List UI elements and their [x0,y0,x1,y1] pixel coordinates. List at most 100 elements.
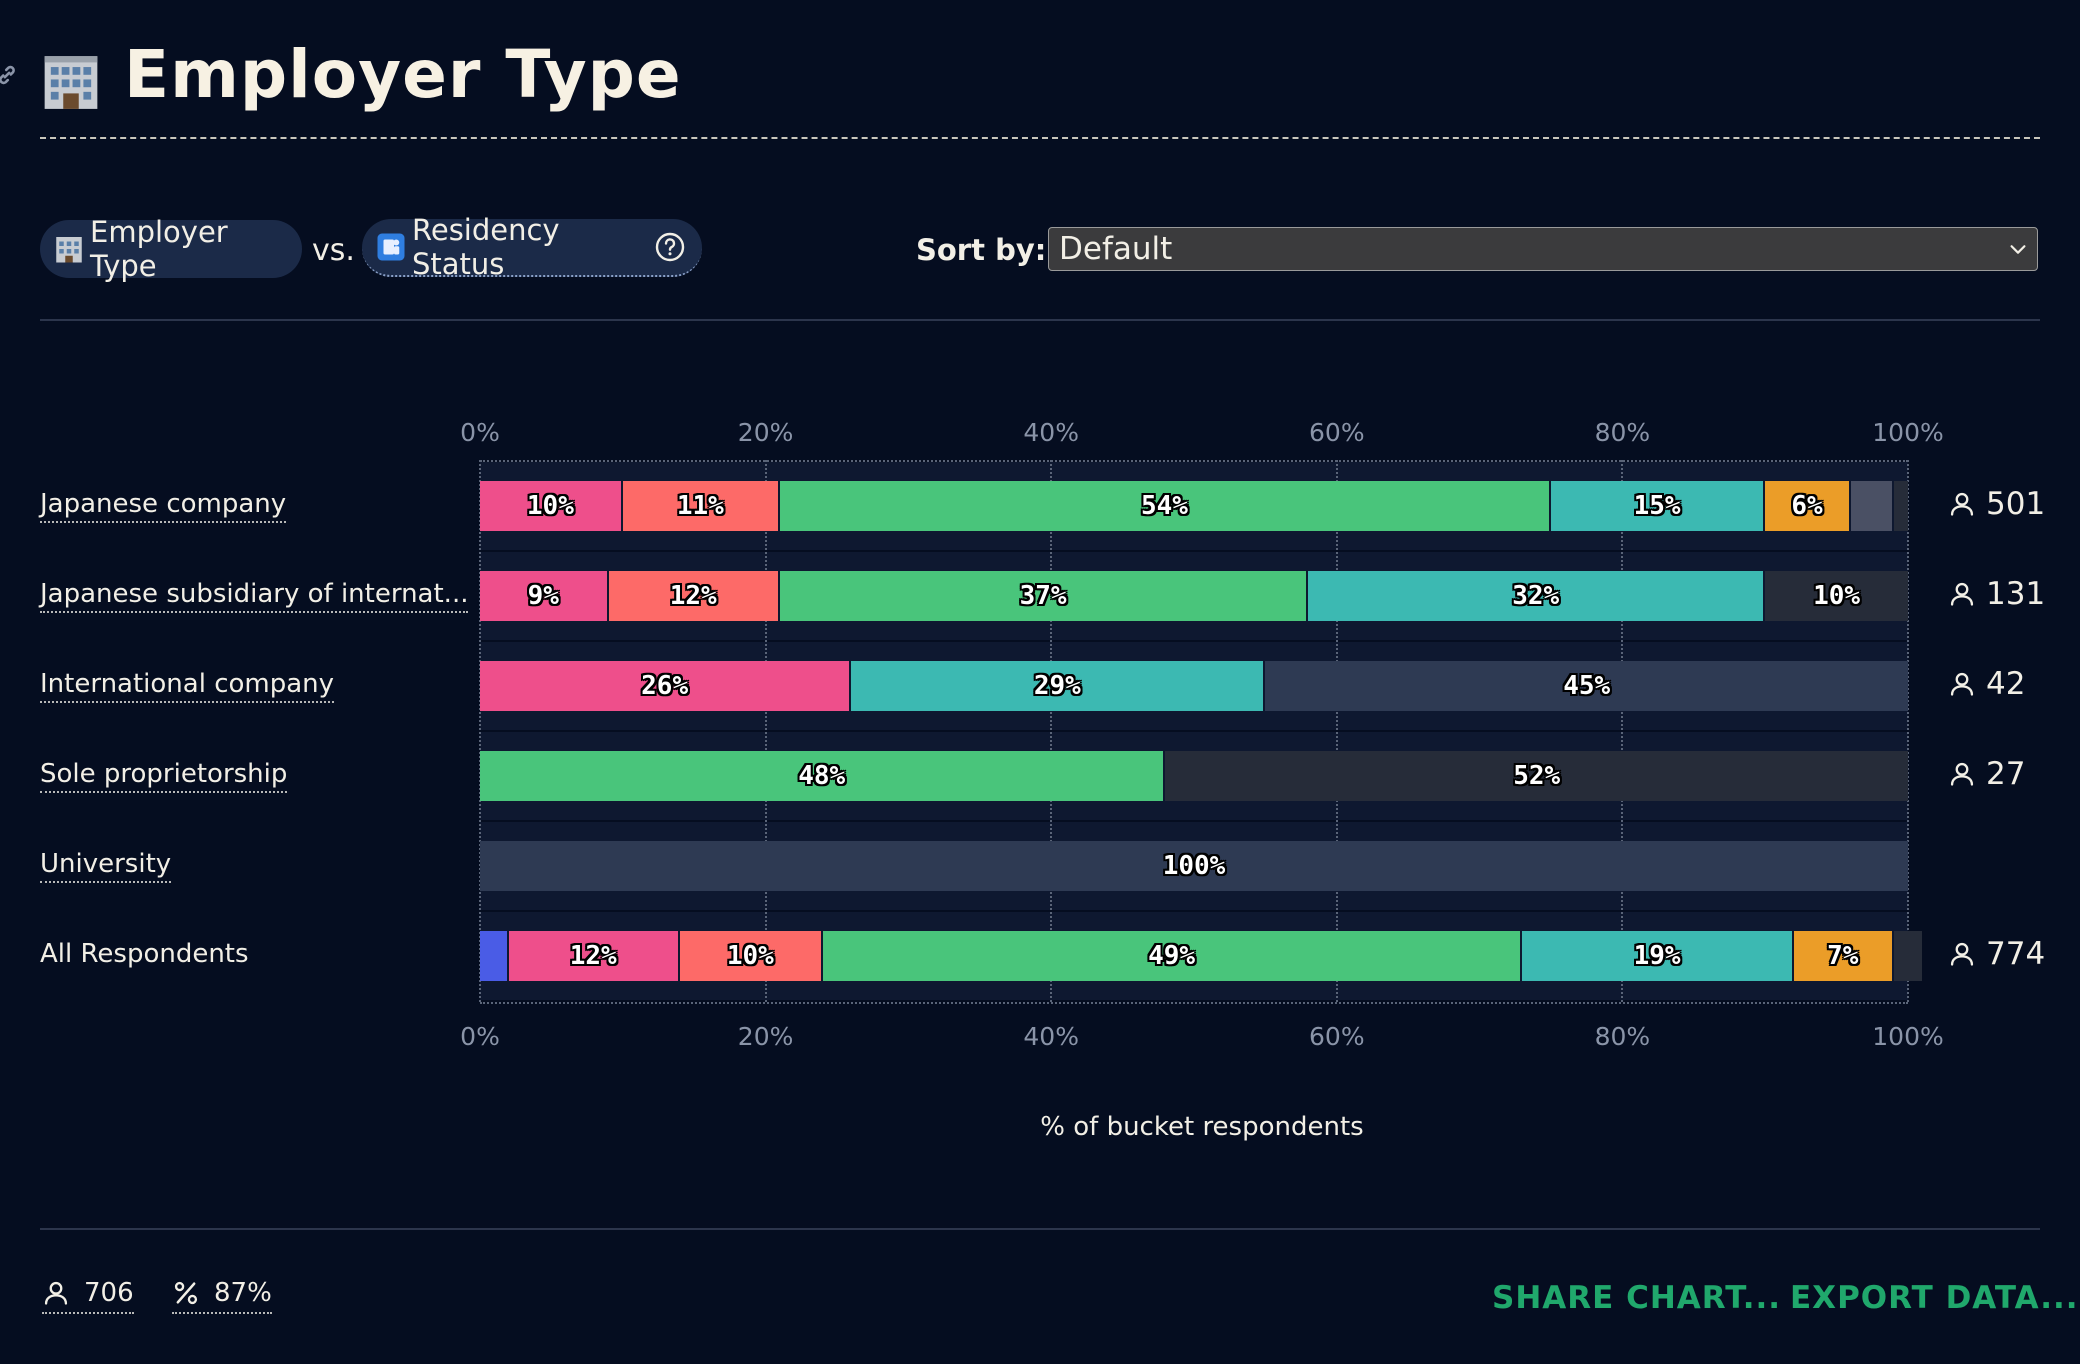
bar-data-label: 10% [526,491,574,521]
x-tick-label-top: 60% [1309,418,1365,447]
bar-segment[interactable]: 19% [1522,931,1792,981]
x-gridline [1621,460,1624,1002]
bar-segment[interactable]: 48% [480,751,1164,801]
x-tick-label-bottom: 60% [1309,1022,1365,1051]
bar-segment[interactable]: 9% [480,571,607,621]
x-tick-label-bottom: 100% [1872,1022,1944,1051]
respondents-count: 706 [84,1278,134,1308]
x-gridline [1907,460,1909,1002]
percent-icon [174,1281,198,1305]
bar-segment[interactable]: 6% [1765,481,1849,531]
respondent-count: 131 [1948,576,2045,612]
respondent-count-value: 131 [1986,576,2046,612]
bar-data-label: 52% [1513,761,1561,791]
bar-segment[interactable]: 52% [1165,751,1908,801]
employer-type-pill[interactable]: Employer Type [40,215,302,283]
bar-data-label: 10% [726,941,774,971]
bar-segment[interactable] [1850,481,1892,531]
page-title: Employer Type [124,36,682,113]
bar-segment[interactable]: 54% [779,481,1549,531]
bar-data-label: 32% [1512,581,1560,611]
bar-data-label: 19% [1633,941,1681,971]
bar-segment[interactable]: 10% [480,481,621,531]
percent-stat[interactable]: 87% [172,1278,272,1314]
row-label[interactable]: Japanese subsidiary of internat... [40,579,469,613]
residency-status-pill-label: Residency Status [412,213,560,281]
bar-segment[interactable]: 12% [608,571,778,621]
person-icon [1950,942,1974,966]
employer-type-pill-label: Employer Type [90,215,228,283]
bar-segment[interactable] [1893,481,1908,531]
bar-data-label: 45% [1563,671,1611,701]
x-tick-label-top: 40% [1023,418,1079,447]
x-tick-label-top: 20% [737,418,794,447]
row-label: All Respondents [40,939,249,969]
respondent-count: 27 [1948,756,2025,792]
x-gridline [1335,460,1338,1002]
bar-segment[interactable]: 32% [1308,571,1764,621]
bar-segment[interactable]: 37% [779,571,1307,621]
bar-data-label: 48% [798,761,846,791]
x-tick-label-bottom: 20% [737,1022,794,1051]
export-data-button[interactable]: EXPORT DATA... [1790,1280,2079,1316]
bar-data-label: 15% [1633,491,1681,521]
x-gridline [1050,460,1053,1002]
office-building-icon [44,56,98,109]
residency-status-pill[interactable]: Residency Status [362,213,702,281]
respondent-count: 42 [1948,666,2025,702]
passport-control-icon [377,233,405,261]
x-gridline [479,460,481,1002]
bar-segment[interactable] [480,931,507,981]
respondent-count-value: 27 [1986,756,2026,792]
office-building-icon [56,237,82,263]
bar-segment[interactable]: 45% [1265,661,1908,711]
row-label[interactable]: Japanese company [40,489,287,523]
bar-segment[interactable]: 12% [508,931,678,981]
respondents-stat[interactable]: 706 [42,1278,134,1314]
bar-segment[interactable]: 49% [822,931,1521,981]
x-tick-label-bottom: 0% [460,1022,500,1051]
row-label[interactable]: Sole proprietorship [40,759,288,793]
bar-segment[interactable]: 100% [480,841,1908,891]
chevron-down-icon [2010,245,2026,254]
bar-data-label: 54% [1140,491,1188,521]
respondent-count: 774 [1948,936,2045,972]
respondent-count: 501 [1948,486,2045,522]
bar-data-label: 11% [676,491,724,521]
x-tick-label-bottom: 40% [1023,1022,1079,1051]
bar-segment[interactable] [1893,931,1923,981]
row-label[interactable]: International company [40,669,335,703]
title-divider [40,137,2040,139]
bar-data-label: 49% [1148,941,1196,971]
bar-segment[interactable]: 29% [851,661,1264,711]
bar-data-label: 12% [669,581,717,611]
bar-segment[interactable]: 15% [1551,481,1764,531]
bar-segment[interactable]: 10% [1765,571,1908,621]
bar-data-label: 26% [641,671,689,701]
x-gridline [764,460,767,1002]
bar-segment[interactable]: 10% [679,931,821,981]
vs-label: vs. [312,233,355,268]
bar-data-label: 7% [1827,941,1859,971]
link-icon[interactable] [0,62,20,88]
x-tick-label-top: 0% [460,418,500,447]
person-icon [1950,582,1974,606]
share-chart-button[interactable]: SHARE CHART... [1492,1280,1782,1316]
bar-data-label: 37% [1019,581,1067,611]
x-tick-label-top: 100% [1872,418,1944,447]
x-tick-label-bottom: 80% [1594,1022,1651,1051]
person-icon [1950,762,1974,786]
bar-segment[interactable]: 11% [622,481,778,531]
question-circle-icon[interactable] [654,231,686,263]
x-axis-line [480,1002,1908,1004]
respondent-count-value: 501 [1986,486,2046,522]
respondent-count-value: 774 [1986,936,2046,972]
bar-data-label: 12% [569,941,617,971]
bar-segment[interactable]: 26% [480,661,850,711]
sort-select[interactable]: Default [1048,227,2038,271]
row-label[interactable]: University [40,849,172,883]
bar-data-label: 6% [1791,491,1823,521]
percent-value: 87% [214,1278,272,1308]
respondent-count-value: 42 [1986,666,2026,702]
bar-segment[interactable]: 7% [1793,931,1892,981]
